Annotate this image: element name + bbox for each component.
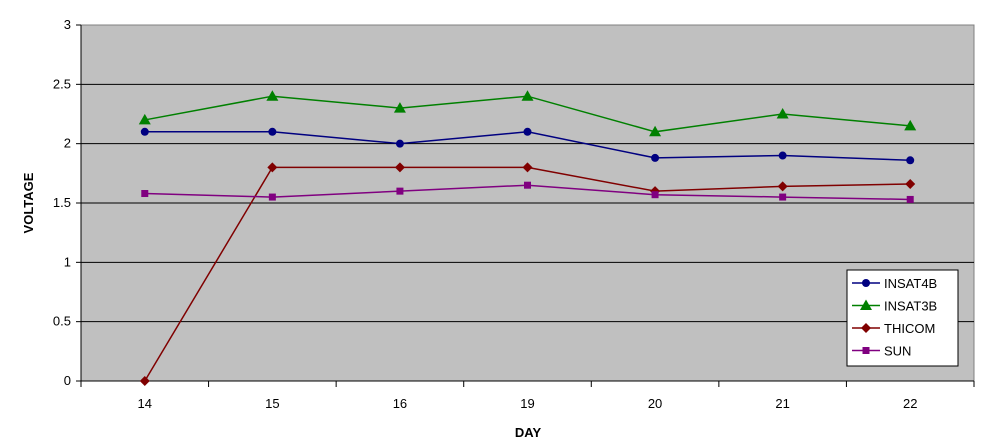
legend-marker-sun bbox=[862, 347, 870, 354]
legend-label-insat4b: INSAT4B bbox=[884, 276, 937, 291]
x-tick-label-22: 22 bbox=[903, 396, 917, 411]
data-point-sun bbox=[651, 191, 659, 199]
data-point-insat4b bbox=[268, 127, 277, 136]
data-point-insat4b bbox=[651, 153, 660, 162]
data-point-insat3b bbox=[776, 108, 789, 119]
data-point-insat4b bbox=[906, 156, 915, 165]
y-tick-labels: 0 0.5 1 1.5 2 2.5 3 bbox=[53, 17, 71, 388]
x-tick-labels: 14 15 16 19 20 21 22 bbox=[138, 396, 918, 411]
gridlines bbox=[81, 83, 974, 323]
legend-item-insat3b: INSAT3B bbox=[852, 299, 937, 314]
y-axis-title: VOLTAGE bbox=[21, 172, 36, 233]
x-tick-label-15: 15 bbox=[265, 396, 279, 411]
data-point-sun bbox=[906, 195, 914, 203]
legend-marker-insat3b bbox=[860, 299, 872, 310]
legend: INSAT4B INSAT3B THICOM SUN bbox=[846, 269, 959, 367]
x-axis-title: DAY bbox=[515, 425, 542, 440]
data-point-insat3b bbox=[393, 102, 406, 113]
data-point-insat3b bbox=[649, 125, 662, 137]
y-tick-label: 0 bbox=[64, 373, 71, 388]
series-sun bbox=[141, 181, 914, 203]
data-point-thicom bbox=[905, 179, 916, 190]
y-tick-label: 1 bbox=[64, 254, 71, 269]
data-point-insat3b bbox=[904, 119, 917, 131]
data-point-insat4b bbox=[523, 127, 532, 136]
x-tick-label-20: 20 bbox=[648, 396, 662, 411]
data-point-sun bbox=[396, 187, 404, 195]
legend-item-insat4b: INSAT4B bbox=[852, 276, 937, 291]
series-insat4b bbox=[140, 127, 915, 165]
data-point-thicom bbox=[267, 162, 278, 173]
data-point-thicom bbox=[522, 162, 533, 173]
series-insat3b bbox=[138, 90, 917, 137]
legend-label-insat3b: INSAT3B bbox=[884, 299, 937, 314]
data-point-sun bbox=[141, 190, 149, 198]
legend-label-sun: SUN bbox=[884, 344, 911, 359]
y-tick-label: 2 bbox=[64, 136, 71, 151]
legend-item-sun: SUN bbox=[852, 344, 911, 359]
data-point-sun bbox=[779, 193, 787, 201]
y-tick-label: 2.5 bbox=[53, 76, 71, 91]
x-tick-label-19: 19 bbox=[520, 396, 534, 411]
legend-marker-thicom bbox=[861, 323, 871, 333]
data-point-thicom bbox=[777, 181, 788, 192]
x-tick-label-14: 14 bbox=[138, 396, 152, 411]
data-point-insat4b bbox=[778, 151, 787, 160]
legend-label-thicom: THICOM bbox=[884, 321, 935, 336]
data-point-insat3b bbox=[266, 90, 279, 101]
data-point-thicom bbox=[394, 162, 405, 173]
legend-item-thicom: THICOM bbox=[852, 321, 935, 336]
data-point-sun bbox=[524, 181, 531, 189]
series-layer bbox=[138, 90, 917, 386]
y-tick-label: 0.5 bbox=[53, 314, 71, 329]
x-tick-label-21: 21 bbox=[775, 396, 789, 411]
y-tick-label: 3 bbox=[64, 17, 71, 32]
x-tick-label-16: 16 bbox=[393, 396, 407, 411]
data-point-thicom bbox=[139, 376, 150, 386]
y-tick-label: 1.5 bbox=[53, 195, 71, 210]
data-point-insat3b bbox=[138, 113, 151, 125]
data-point-sun bbox=[268, 193, 276, 201]
data-point-insat4b bbox=[140, 127, 149, 136]
data-point-insat3b bbox=[521, 90, 534, 101]
axes bbox=[76, 24, 975, 387]
legend-marker-insat4b bbox=[862, 279, 870, 287]
data-point-insat4b bbox=[395, 139, 404, 148]
